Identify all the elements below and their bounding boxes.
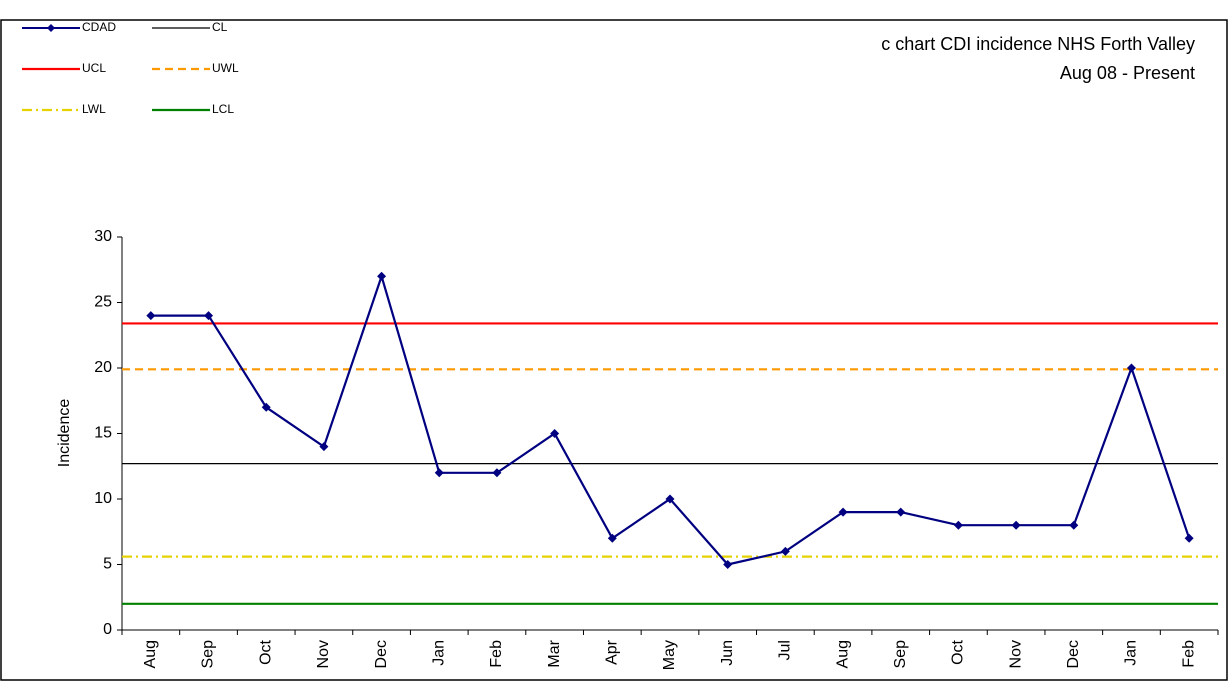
x-tick-label: Jul (777, 640, 794, 660)
legend-label: UWL (212, 61, 239, 75)
x-tick-label: Dec (373, 640, 390, 668)
x-tick-label: Sep (892, 640, 909, 669)
x-tick-label: Apr (604, 639, 621, 665)
data-line (150, 272, 1191, 566)
data-point (434, 468, 444, 478)
x-tick-label: Jun (719, 640, 736, 666)
x-tick-label: Nov (315, 640, 332, 668)
y-tick-label: 0 (103, 621, 112, 638)
data-point (1011, 520, 1021, 530)
legend-label: LCL (212, 102, 234, 116)
x-tick-label: Jan (1123, 640, 1140, 666)
x-tick-label: May (661, 640, 678, 670)
data-point (665, 494, 675, 504)
x-tick-label: Jan (430, 640, 447, 666)
data-point (319, 442, 329, 452)
chart-title: c chart CDI incidence NHS Forth Valley (881, 34, 1195, 54)
y-tick-label: 5 (103, 556, 112, 573)
data-point (723, 560, 733, 569)
x-tick-label: Feb (488, 640, 505, 668)
data-point (838, 507, 848, 517)
data-point (550, 429, 560, 438)
chart-subtitle: Aug 08 - Present (1060, 63, 1195, 83)
legend-label: LWL (82, 102, 106, 116)
data-point (896, 507, 906, 517)
data-point (261, 402, 271, 412)
x-tick-label: Mar (546, 639, 563, 667)
y-axis-label: Incidence (56, 399, 73, 468)
data-point (607, 533, 617, 543)
frame (0, 19, 1228, 681)
legend-label: UCL (82, 61, 106, 75)
y-tick-label: 30 (94, 228, 112, 245)
y-tick-label: 25 (94, 294, 112, 311)
x-tick-label: Sep (200, 640, 217, 669)
x-tick-label: Nov (1007, 640, 1024, 668)
legend-label: CL (212, 20, 228, 34)
data-point (146, 311, 156, 321)
x-tick-label: Oct (950, 639, 967, 664)
x-tick-label: Aug (142, 640, 159, 668)
data-point (377, 271, 387, 281)
data-point (953, 520, 963, 530)
x-tick-label: Feb (1180, 640, 1197, 668)
legend-label: CDAD (82, 20, 116, 34)
x-tick-label: Aug (834, 640, 851, 668)
data-point (204, 311, 214, 321)
data-point (780, 546, 790, 556)
data-point (492, 468, 502, 478)
y-tick-label: 15 (94, 425, 112, 442)
x-tick-label: Oct (257, 639, 274, 664)
y-tick-label: 10 (94, 490, 112, 507)
x-tick-label: Dec (1065, 640, 1082, 668)
data-point (1069, 520, 1079, 530)
y-tick-label: 20 (94, 359, 112, 376)
legend-marker (47, 24, 55, 32)
data-point (1126, 363, 1136, 373)
data-point (1184, 533, 1194, 543)
